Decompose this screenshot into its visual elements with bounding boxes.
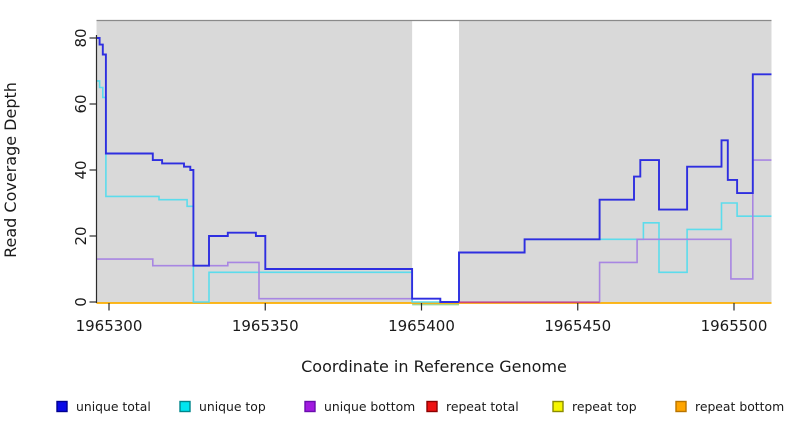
legend-label: unique total bbox=[76, 399, 151, 414]
x-tick-label: 1965350 bbox=[232, 317, 299, 335]
legend-label: repeat total bbox=[446, 399, 519, 414]
legend-swatch-repeat-total bbox=[426, 400, 438, 413]
legend-swatch-unique-top bbox=[179, 400, 191, 413]
plot-background-right bbox=[459, 20, 772, 303]
series-unique-total-line bbox=[96, 37, 772, 303]
y-tick-label: 20 bbox=[72, 226, 90, 245]
legend-swatch-repeat-top bbox=[552, 400, 564, 413]
x-axis-title: Coordinate in Reference Genome bbox=[301, 357, 567, 376]
x-tick-label: 1965300 bbox=[76, 317, 143, 335]
plot-background-left bbox=[96, 20, 413, 303]
y-tick-label: 0 bbox=[72, 297, 90, 307]
legend-label: repeat top bbox=[572, 399, 637, 414]
y-tick-label: 60 bbox=[72, 94, 90, 113]
x-tick-label: 1965400 bbox=[388, 317, 455, 335]
legend-label: unique top bbox=[199, 399, 266, 414]
y-tick-label: 80 bbox=[72, 28, 90, 47]
legend-label: repeat bottom bbox=[695, 399, 784, 414]
legend-swatch-repeat-bottom bbox=[675, 400, 687, 413]
y-axis-title: Read Coverage Depth bbox=[1, 82, 20, 258]
x-tick-label: 1965450 bbox=[544, 317, 611, 335]
x-tick-label: 1965500 bbox=[701, 317, 768, 335]
legend-swatch-unique-bottom bbox=[304, 400, 316, 413]
legend-swatch-unique-total bbox=[56, 400, 68, 413]
y-tick-label: 40 bbox=[72, 160, 90, 179]
legend-label: unique bottom bbox=[324, 399, 415, 414]
